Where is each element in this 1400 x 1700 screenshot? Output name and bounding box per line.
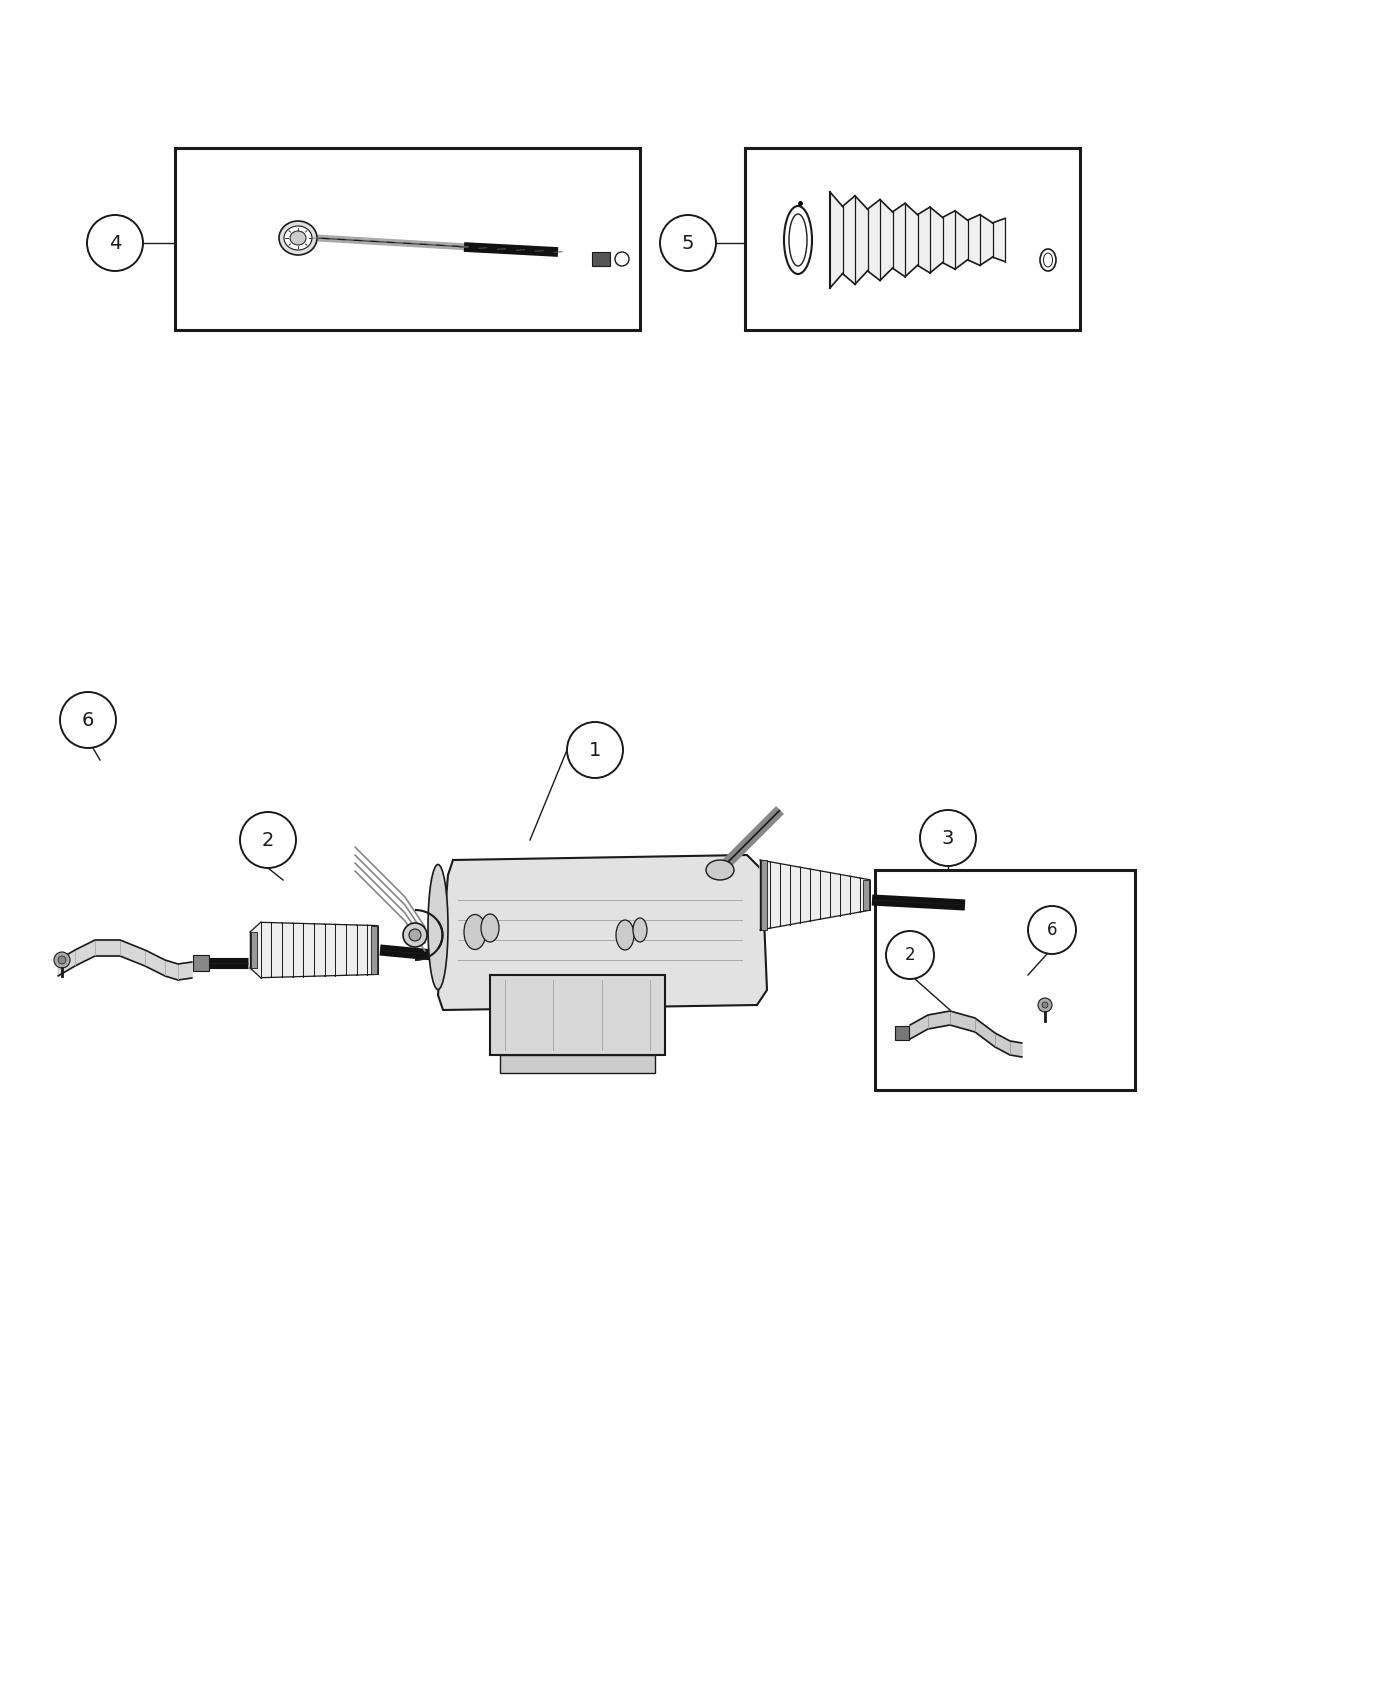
Ellipse shape (290, 231, 307, 245)
Polygon shape (260, 923, 272, 977)
Polygon shape (993, 218, 1005, 262)
Polygon shape (860, 877, 869, 911)
Polygon shape (314, 923, 325, 976)
Polygon shape (904, 204, 917, 277)
Polygon shape (780, 864, 790, 927)
Polygon shape (910, 1012, 1022, 1057)
Polygon shape (893, 204, 904, 277)
Polygon shape (850, 876, 860, 915)
Polygon shape (980, 214, 993, 265)
Bar (490, 976, 665, 1056)
Polygon shape (840, 874, 850, 916)
Polygon shape (830, 872, 840, 918)
Bar (895, 1027, 909, 1040)
Ellipse shape (284, 226, 312, 250)
Circle shape (886, 932, 934, 979)
Text: 2: 2 (904, 945, 916, 964)
Polygon shape (304, 923, 314, 976)
Ellipse shape (463, 915, 486, 950)
Circle shape (920, 809, 976, 865)
Text: 2: 2 (262, 831, 274, 850)
Polygon shape (367, 925, 378, 974)
Polygon shape (955, 211, 967, 269)
Circle shape (1037, 998, 1051, 1012)
Bar (762, 860, 767, 930)
Text: 5: 5 (682, 233, 694, 253)
Polygon shape (811, 869, 820, 921)
Text: 6: 6 (81, 711, 94, 729)
Polygon shape (281, 923, 293, 977)
Polygon shape (799, 867, 811, 923)
Bar (862, 881, 869, 910)
Ellipse shape (784, 206, 812, 274)
Polygon shape (917, 207, 930, 274)
Polygon shape (790, 865, 799, 925)
Circle shape (1028, 906, 1077, 954)
Ellipse shape (1040, 248, 1056, 270)
Ellipse shape (790, 214, 806, 265)
Polygon shape (438, 855, 767, 1010)
Circle shape (60, 692, 116, 748)
Polygon shape (272, 923, 281, 977)
Text: 6: 6 (1047, 921, 1057, 938)
Polygon shape (881, 199, 893, 280)
Polygon shape (57, 940, 192, 979)
Circle shape (567, 722, 623, 779)
Circle shape (55, 952, 70, 967)
Circle shape (87, 214, 143, 270)
Ellipse shape (279, 221, 316, 255)
Polygon shape (868, 199, 881, 280)
Circle shape (403, 923, 427, 947)
Ellipse shape (616, 920, 634, 950)
Polygon shape (293, 923, 304, 977)
Polygon shape (357, 925, 367, 976)
Ellipse shape (1043, 253, 1053, 267)
Bar (371, 925, 377, 974)
Circle shape (239, 813, 295, 869)
Polygon shape (820, 870, 830, 920)
Polygon shape (830, 192, 843, 287)
Circle shape (409, 928, 421, 942)
Bar (193, 955, 209, 971)
Polygon shape (346, 925, 357, 976)
Ellipse shape (633, 918, 647, 942)
Circle shape (659, 214, 715, 270)
Polygon shape (336, 925, 346, 976)
Circle shape (615, 252, 629, 265)
Bar (500, 1056, 655, 1073)
Bar (745, 148, 1079, 330)
Bar (592, 252, 610, 265)
Polygon shape (770, 862, 780, 928)
Polygon shape (967, 214, 980, 265)
Polygon shape (930, 207, 942, 274)
Text: 3: 3 (942, 828, 955, 848)
Ellipse shape (706, 860, 734, 881)
Bar (175, 148, 640, 330)
Bar (251, 932, 258, 967)
Polygon shape (855, 196, 868, 284)
Text: 1: 1 (589, 741, 601, 760)
Text: 4: 4 (109, 233, 122, 253)
Polygon shape (325, 925, 336, 976)
Bar (875, 870, 1135, 1090)
Polygon shape (843, 196, 855, 284)
Polygon shape (942, 211, 955, 269)
Circle shape (1042, 1001, 1049, 1008)
Polygon shape (760, 860, 770, 930)
Circle shape (57, 955, 66, 964)
Ellipse shape (428, 865, 448, 989)
Ellipse shape (482, 915, 498, 942)
Polygon shape (251, 923, 260, 977)
